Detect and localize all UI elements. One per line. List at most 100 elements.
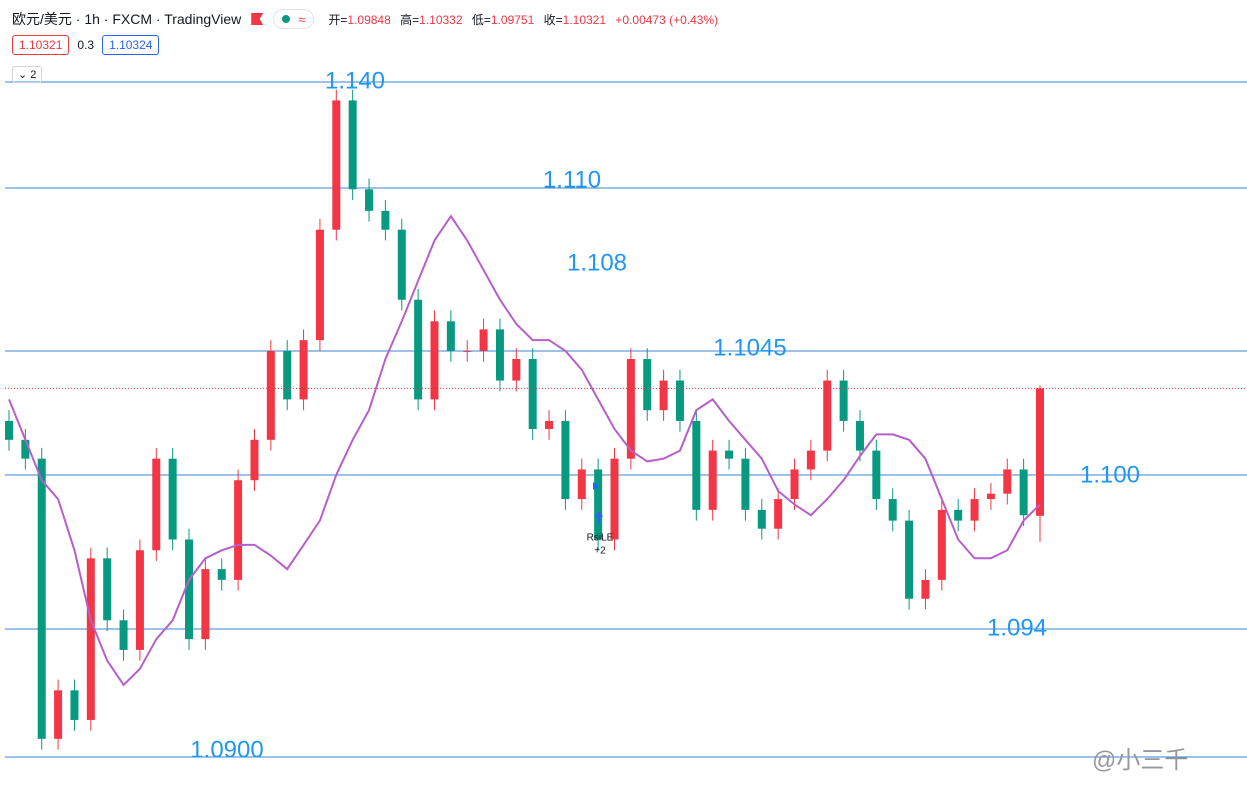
candle-body (725, 450, 734, 459)
candle-body (479, 329, 488, 351)
candle-body (937, 509, 946, 580)
candle-body (888, 499, 897, 521)
ohlc-label: 收= (543, 12, 563, 27)
candle-body (283, 350, 292, 400)
sell-price[interactable]: 1.10321 (12, 35, 70, 55)
header: 欧元/美元 · 1h · FXCM · TradingView ≈ 开=1.09… (12, 9, 718, 29)
signal-label: RsiLE (587, 533, 614, 544)
candle-body (365, 189, 374, 211)
candle-body (463, 350, 472, 352)
candle-body (512, 359, 521, 381)
candle-body (86, 558, 95, 720)
candle-body (217, 569, 226, 580)
candle-body (986, 493, 995, 500)
indicator-toggle[interactable]: ⌄ 2 (12, 66, 43, 83)
candle-body (545, 420, 554, 430)
candle-body (5, 420, 13, 440)
ohlc-value: 1.10332 (419, 12, 463, 27)
signal-qty: +2 (594, 546, 606, 557)
status-dot (282, 15, 291, 23)
candle-body (708, 450, 717, 510)
candle-body (135, 550, 144, 650)
candle-body (741, 458, 750, 510)
candle-body (315, 229, 324, 341)
level-label: 1.108 (567, 249, 627, 276)
candle-body (921, 579, 930, 599)
candle-body (1003, 469, 1012, 494)
candle-body (397, 229, 406, 300)
candle-body (21, 439, 30, 459)
price-boxes: 1.10321 0.3 1.10324 (12, 35, 160, 55)
candle-body (1019, 469, 1028, 516)
candle-body (675, 380, 684, 421)
ohlc: 开=1.09848 高=1.10332 低=1.09751 收=1.10321 … (328, 11, 718, 28)
candle-body (446, 321, 455, 351)
candle-body (119, 620, 128, 650)
candle-body (299, 340, 308, 400)
candle-body (839, 380, 848, 421)
candle-body (495, 329, 504, 381)
level-label: 1.110 (543, 166, 601, 193)
candle-body (954, 509, 963, 521)
candle-body (103, 558, 112, 621)
signal-flag (593, 482, 599, 490)
level-label: 1.140 (325, 67, 385, 94)
candle-body (970, 499, 979, 521)
symbol-title[interactable]: 欧元/美元 · 1h · FXCM · TradingView (12, 11, 242, 27)
ohlc-label: 高= (400, 12, 420, 27)
candle-body (594, 469, 603, 540)
candle-body (37, 458, 46, 739)
candle-body (1036, 388, 1044, 516)
candle-body (185, 539, 194, 640)
candle-body (152, 458, 161, 551)
candle-body (54, 690, 63, 739)
candle-body (561, 420, 570, 500)
candle-body (855, 420, 864, 451)
signal-arrow (595, 511, 603, 524)
candle-body (872, 450, 881, 500)
candle-body (381, 210, 390, 230)
ohlc-label: 开= (328, 12, 348, 27)
candle-body (70, 690, 79, 720)
candle-body (348, 100, 357, 190)
candle-body (626, 359, 635, 459)
candle-body (692, 420, 701, 510)
buy-price[interactable]: 1.10324 (102, 35, 160, 55)
status-pill[interactable]: ≈ (273, 9, 315, 29)
ohlc-value: 1.09751 (490, 12, 535, 27)
candle-body (332, 100, 341, 230)
level-label: 1.100 (1080, 461, 1140, 488)
candle-body (659, 380, 668, 411)
candle-body (234, 480, 243, 580)
candle-body (806, 450, 815, 470)
candle-body (528, 359, 537, 430)
candle-body (610, 458, 619, 540)
candle-body (201, 569, 210, 640)
moving-average (8, 214, 1041, 687)
candle-body (168, 458, 177, 540)
candle-body (905, 520, 914, 599)
candle-body (414, 299, 423, 400)
candle-body (577, 469, 586, 500)
wave-icon: ≈ (298, 11, 306, 27)
candle-body (250, 439, 259, 481)
flag-icon[interactable] (251, 13, 264, 25)
candle-body (790, 469, 799, 500)
level-label: 1.1045 (713, 334, 786, 361)
candle-body (430, 321, 439, 400)
ohlc-value: 1.09848 (347, 12, 391, 27)
candle-body (643, 359, 652, 411)
indicator-count: 2 (30, 69, 37, 81)
ohlc-label: 低= (471, 12, 491, 27)
spread: 0.3 (77, 38, 95, 52)
change: +0.00473 (+0.43%) (615, 12, 719, 27)
candle-body (823, 380, 832, 451)
ohlc-value: 1.10321 (562, 12, 607, 27)
level-label: 1.094 (987, 614, 1047, 641)
watermark: @小三千 (1092, 747, 1189, 774)
level-label: 1.0900 (190, 736, 263, 763)
candle-body (774, 499, 783, 529)
candle-body (266, 350, 275, 440)
